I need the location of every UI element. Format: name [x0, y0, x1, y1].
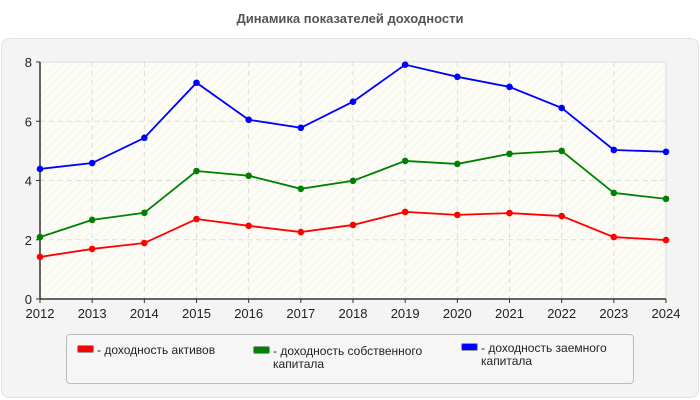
data-point	[558, 212, 565, 220]
x-tick-label: 2013	[78, 306, 107, 321]
x-tick-label: 2018	[339, 306, 368, 321]
legend-label: - доходность заемного капитала	[481, 341, 607, 368]
data-point	[141, 209, 148, 217]
data-point	[297, 124, 305, 132]
legend: - доходность активов - доходность собств…	[66, 334, 634, 384]
chart-title: Динамика показателей доходности	[236, 11, 464, 26]
data-point	[401, 61, 409, 68]
x-tick-label: 2017	[286, 306, 315, 321]
data-point	[454, 211, 461, 219]
data-point	[141, 134, 148, 142]
y-tick-label: 2	[25, 233, 32, 248]
data-point	[349, 177, 357, 185]
data-point	[193, 215, 200, 223]
data-point	[88, 245, 96, 253]
data-point	[506, 150, 513, 158]
legend-swatch-blue	[461, 343, 478, 351]
data-point	[245, 116, 252, 124]
data-point	[193, 79, 200, 87]
data-point	[245, 172, 252, 180]
data-point	[662, 195, 670, 203]
x-tick-label: 2014	[130, 306, 159, 321]
x-tick-label: 2022	[547, 306, 576, 321]
legend-swatch-green	[253, 346, 270, 354]
data-point	[610, 233, 618, 241]
data-point	[506, 209, 513, 217]
x-tick-label: 2023	[599, 306, 628, 321]
x-tick-label: 2015	[182, 306, 211, 321]
data-point	[662, 148, 670, 156]
legend-label: - доходность активов	[97, 343, 216, 357]
x-tick-label: 2012	[26, 306, 55, 321]
data-point	[454, 73, 461, 81]
data-point	[297, 228, 305, 236]
data-point	[662, 236, 670, 244]
data-point	[454, 160, 461, 168]
data-point	[193, 167, 200, 175]
data-point	[36, 233, 44, 241]
data-point	[88, 216, 96, 224]
data-point	[506, 83, 513, 91]
data-point	[245, 222, 252, 230]
data-point	[36, 165, 44, 173]
data-point	[297, 185, 305, 193]
y-tick-label: 4	[25, 174, 32, 189]
data-point	[36, 253, 44, 261]
data-point	[610, 189, 618, 197]
data-point	[349, 98, 357, 105]
data-point	[558, 104, 565, 112]
legend-swatch-red	[77, 345, 94, 353]
data-point	[88, 159, 96, 167]
legend-label: - доходность собственного капитала	[273, 344, 423, 371]
x-tick-label: 2024	[652, 306, 681, 321]
x-tick-label: 2021	[495, 306, 524, 321]
y-tick-label: 0	[25, 292, 32, 307]
x-tick-label: 2019	[391, 306, 420, 321]
data-point	[558, 147, 565, 155]
data-point	[401, 157, 409, 165]
data-point	[610, 146, 618, 154]
x-tick-label: 2020	[443, 306, 472, 321]
data-point	[401, 208, 409, 216]
x-tick-label: 2016	[234, 306, 263, 321]
y-tick-label: 8	[25, 55, 32, 70]
y-tick-label: 6	[25, 114, 32, 129]
data-point	[349, 221, 357, 229]
data-point	[141, 239, 148, 247]
